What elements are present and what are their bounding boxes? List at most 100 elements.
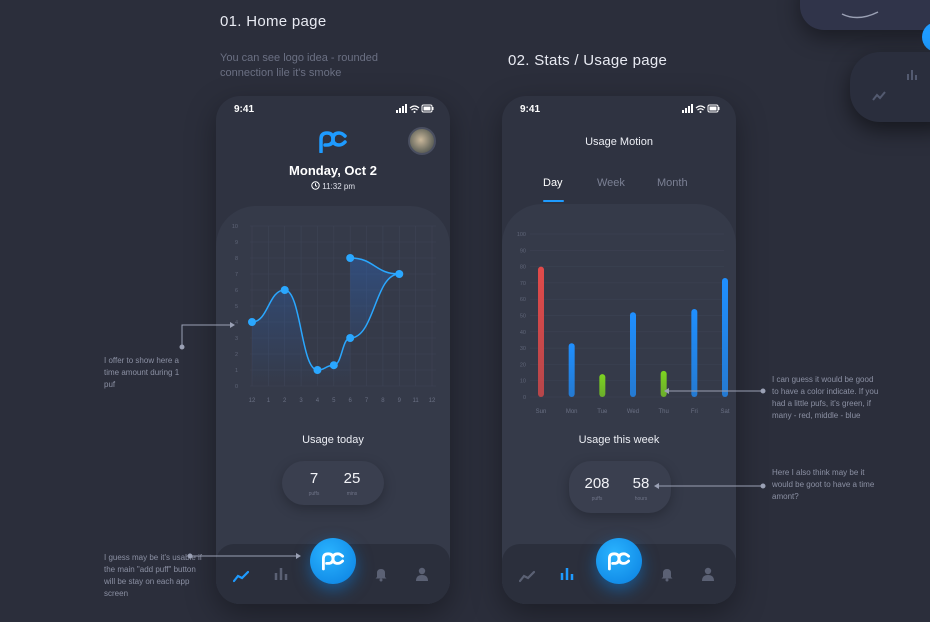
nav-profile-icon[interactable] xyxy=(414,566,430,582)
nav-trend-icon[interactable] xyxy=(519,568,535,584)
nav-bell-icon[interactable] xyxy=(373,566,389,582)
y-tick-label: 30 xyxy=(520,346,526,352)
data-point xyxy=(346,334,355,342)
bar-thu xyxy=(660,370,667,397)
nav-profile-icon[interactable] xyxy=(700,566,716,582)
y-tick-label: 0 xyxy=(523,395,526,401)
x-tick-label: 2 xyxy=(283,398,287,404)
x-tick-label: 8 xyxy=(381,398,385,404)
bar-wed xyxy=(630,312,636,397)
section-title: Usage today xyxy=(302,434,364,446)
y-tick-label: 2 xyxy=(235,352,238,358)
smoke-line-icon xyxy=(841,11,879,19)
data-point xyxy=(280,286,289,294)
x-tick-label: 11 xyxy=(413,398,420,404)
add-puff-button[interactable] xyxy=(596,538,642,584)
data-point xyxy=(329,361,338,370)
y-tick-label: 40 xyxy=(520,330,526,336)
x-tick-label: Mon xyxy=(566,409,578,415)
today-stats-pill: 7 puffs 25 mins xyxy=(282,461,384,505)
bar-sun xyxy=(538,266,544,397)
avatar[interactable] xyxy=(408,127,436,155)
nav-stats-icon[interactable] xyxy=(559,566,575,582)
y-tick-label: 20 xyxy=(520,362,526,368)
puffs-value: 208 xyxy=(584,475,610,492)
section-title: Usage this week xyxy=(578,434,660,446)
tab-day[interactable]: Day xyxy=(543,177,563,189)
bars-icon xyxy=(907,70,917,80)
status-bar: 9:41 xyxy=(216,96,450,122)
y-tick-label: 3 xyxy=(235,336,238,342)
signal-wifi-battery-icon xyxy=(682,104,720,113)
decor-card-bottom xyxy=(850,52,930,122)
note-time-amount-2: Here I also think may be it would be goo… xyxy=(772,468,875,501)
bar-sat xyxy=(722,278,728,397)
data-point xyxy=(346,254,355,262)
y-tick-label: 10 xyxy=(232,224,238,230)
y-tick-label: 6 xyxy=(235,288,238,294)
y-tick-label: 7 xyxy=(235,272,238,278)
bar-fri xyxy=(691,308,698,397)
y-tick-label: 90 xyxy=(520,248,526,254)
x-tick-label: Tue xyxy=(597,409,608,415)
x-tick-label: Sun xyxy=(536,409,547,415)
nav-bell-icon[interactable] xyxy=(659,566,675,582)
x-tick-label: 12 xyxy=(249,398,256,404)
data-point xyxy=(395,270,404,278)
y-tick-label: 70 xyxy=(520,281,526,287)
hours-value: 58 xyxy=(632,475,650,492)
stats-page-heading: 02. Stats / Usage page xyxy=(508,52,668,69)
status-time: 9:41 xyxy=(234,104,255,115)
week-stats-pill: 208 puffs 58 hours xyxy=(569,461,671,513)
data-point xyxy=(248,318,256,326)
note-color-indicate: I can guess it would be good to have a c… xyxy=(772,375,879,420)
signal-wifi-battery-icon xyxy=(396,104,434,113)
x-tick-label: 9 xyxy=(398,398,402,404)
decor-card-top xyxy=(800,0,930,30)
app-logo xyxy=(319,131,347,153)
x-tick-label: Thu xyxy=(658,409,668,415)
add-puff-logo-icon xyxy=(322,552,344,571)
puffs-label: puffs xyxy=(591,496,603,502)
data-point xyxy=(313,366,322,374)
x-tick-label: 6 xyxy=(349,398,353,404)
x-tick-label: 5 xyxy=(332,398,336,404)
y-tick-label: 10 xyxy=(520,379,526,385)
x-tick-label: Fri xyxy=(691,409,698,415)
note-time-amount: I offer to show here a time amount durin… xyxy=(104,356,180,389)
x-tick-label: Wed xyxy=(627,409,639,415)
y-tick-label: 9 xyxy=(235,240,238,246)
page-title: Usage Motion xyxy=(585,136,653,148)
x-tick-label: Sat xyxy=(720,409,729,415)
stats-phone: 9:41 Usage Motion Day Week Month 0 10 20 30… xyxy=(502,96,736,604)
status-time: 9:41 xyxy=(520,104,541,115)
nav-trend-icon[interactable] xyxy=(233,568,249,584)
chart-panel xyxy=(216,206,450,604)
y-tick-label: 0 xyxy=(235,384,238,390)
note-add-puff: I guess may be it's usable if the main "… xyxy=(104,553,203,598)
tab-week[interactable]: Week xyxy=(597,177,625,189)
clock-row: 11:32 pm xyxy=(216,181,450,191)
trend-icon xyxy=(872,91,886,101)
tab-day-indicator xyxy=(543,200,564,202)
bar-mon xyxy=(568,343,575,397)
clock-time: 11:32 pm xyxy=(322,182,355,191)
y-tick-label: 8 xyxy=(235,256,238,262)
y-tick-label: 50 xyxy=(520,314,526,320)
tab-month[interactable]: Month xyxy=(657,177,688,189)
puffs-value: 7 xyxy=(309,470,319,487)
home-phone: 9:41 Monday, Oct 2 11:32 pm 0 1 2 3 4 5 6 7 8 9 10… xyxy=(216,96,450,604)
nav-stats-icon[interactable] xyxy=(273,566,289,582)
decor-fab-partial xyxy=(922,22,930,52)
y-tick-label: 60 xyxy=(520,297,526,303)
add-puff-button[interactable] xyxy=(310,538,356,584)
x-tick-label: 4 xyxy=(316,398,320,404)
y-tick-label: 5 xyxy=(235,304,238,310)
status-bar: 9:41 xyxy=(502,96,736,122)
x-tick-label: 3 xyxy=(299,398,303,404)
puffs-label: puffs xyxy=(308,491,320,497)
logo-note: You can see logo idea - rounded connecti… xyxy=(220,52,378,79)
mins-value: 25 xyxy=(343,470,361,487)
